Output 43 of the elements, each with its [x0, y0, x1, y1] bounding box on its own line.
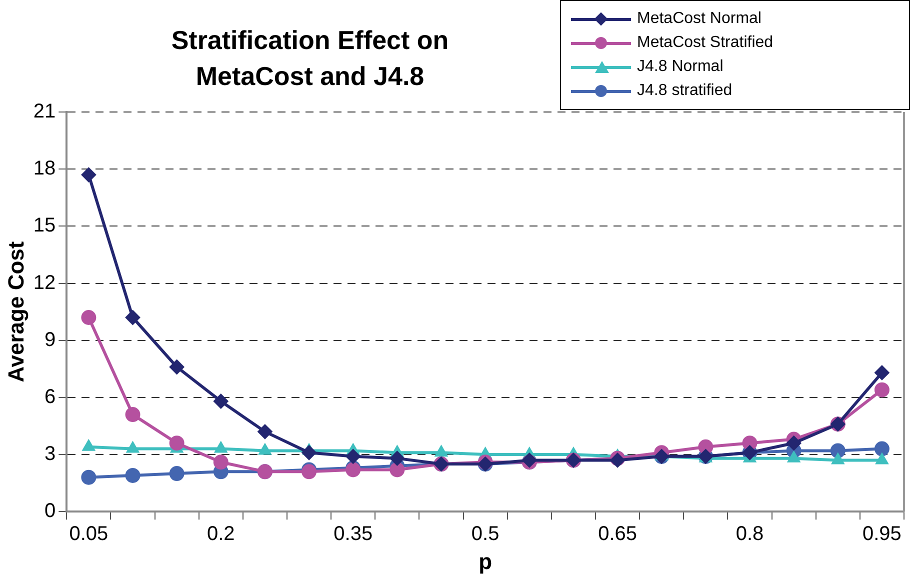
x-tick-label: 0.8	[736, 523, 764, 546]
y-tick-label: 12	[33, 272, 56, 294]
point	[874, 382, 890, 398]
legend-label: J4.8 Normal	[637, 58, 724, 76]
point	[390, 450, 405, 466]
x-tick-label: 0.65	[598, 523, 638, 546]
point	[874, 365, 890, 380]
x-tick-label: 0.5	[471, 523, 500, 546]
point	[169, 466, 184, 482]
y-axis-title: Average Cost	[3, 240, 28, 382]
point	[874, 441, 890, 456]
legend-label: MetaCost Normal	[637, 10, 762, 28]
y-tick-label: 21	[33, 100, 56, 123]
y-tick-label: 15	[33, 214, 56, 237]
x-tick-label: 0.95	[862, 523, 902, 546]
point	[81, 310, 96, 326]
y-tick-label: 9	[44, 328, 56, 351]
point	[169, 359, 184, 374]
point	[302, 445, 317, 460]
point	[81, 167, 96, 182]
point	[830, 443, 846, 458]
legend-label: J4.8 stratified	[637, 82, 732, 100]
point	[390, 462, 405, 478]
x-tick-label: 0.35	[334, 523, 373, 546]
x-tick-label: 0.2	[206, 523, 235, 546]
point	[169, 436, 184, 451]
y-tick-label: 0	[44, 500, 56, 522]
point	[213, 454, 228, 470]
point	[257, 424, 272, 440]
point	[346, 448, 361, 464]
chart-title: Stratification Effect on MetaCost and J4.8	[170, 24, 450, 93]
point	[125, 310, 140, 326]
y-tick-label: 3	[44, 443, 56, 466]
point	[786, 436, 802, 451]
point	[125, 468, 140, 483]
point	[81, 470, 96, 485]
point	[213, 394, 228, 409]
y-tick-label: 6	[44, 386, 56, 408]
x-tick-label: 0.05	[69, 523, 108, 546]
y-tick-label: 18	[33, 158, 56, 180]
x-axis-title: p	[478, 548, 492, 574]
legend-label: MetaCost Stratified	[637, 34, 774, 52]
point	[125, 407, 140, 422]
